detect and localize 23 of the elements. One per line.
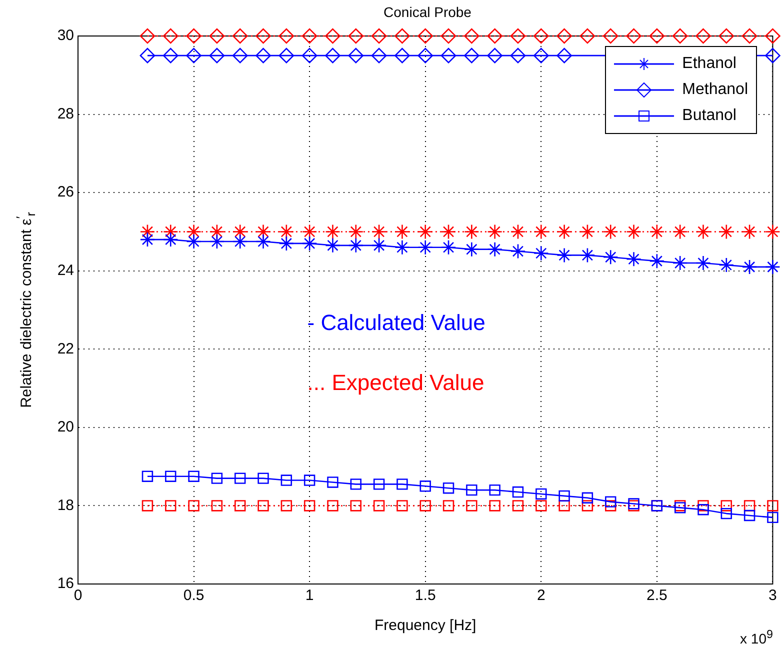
- x-tick-label: 1: [305, 587, 314, 604]
- x-tick-label: 2.5: [646, 587, 668, 604]
- x-tick-label: 3: [768, 587, 777, 604]
- y-tick-label: 24: [57, 262, 74, 279]
- x-tick-label: 2: [536, 587, 546, 604]
- y-tick-label: 20: [57, 418, 74, 436]
- legend-label: Butanol: [682, 107, 736, 125]
- annotation: - Calculated Value: [307, 310, 486, 336]
- x-tick-label: 1.5: [414, 587, 436, 604]
- legend-label: Ethanol: [682, 55, 736, 73]
- x-axis-title: Frequency [Hz]: [374, 617, 476, 634]
- y-tick-label: 26: [57, 184, 74, 201]
- annotation: ... Expected Value: [307, 370, 484, 396]
- x-tick-label: 0.5: [183, 587, 204, 604]
- text: x 10$^{9}$: [740, 628, 773, 647]
- legend-label: Methanol: [682, 81, 748, 99]
- y-tick-label: 22: [57, 340, 74, 358]
- y-tick-label: 30: [57, 27, 74, 44]
- chart-title: Conical Probe: [382, 4, 472, 20]
- x-tick-label: 0: [74, 587, 82, 604]
- y-tick-label: 16: [57, 575, 74, 592]
- y-tick-label: 28: [57, 105, 74, 122]
- y-tick-label: 18: [57, 496, 74, 514]
